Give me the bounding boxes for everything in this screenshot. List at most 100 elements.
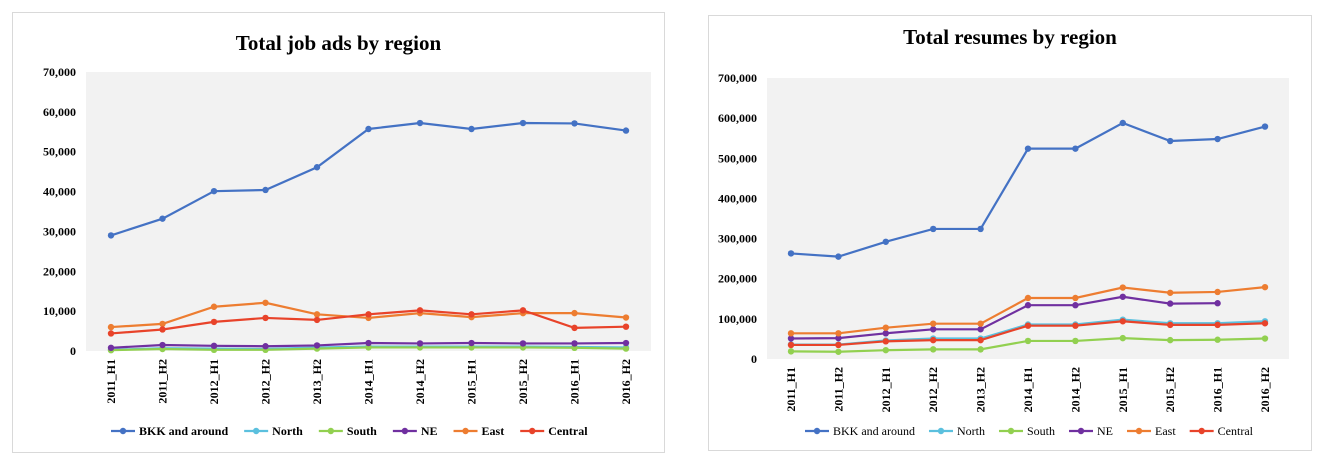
legend-marker <box>813 427 821 435</box>
data-point <box>519 307 527 314</box>
y-tick-label: 30,000 <box>43 224 76 238</box>
data-point <box>930 225 937 233</box>
x-tick-label: 2012_H1 <box>879 367 893 412</box>
data-point <box>1167 321 1174 329</box>
chart-title: Total resumes by region <box>903 25 1117 49</box>
data-point <box>1119 293 1126 300</box>
x-tick-label: 2016_H2 <box>619 359 633 404</box>
x-tick-label: 2011_H2 <box>831 367 845 412</box>
data-point <box>930 326 937 333</box>
data-point <box>1072 302 1079 309</box>
chart-title: Total job ads by region <box>235 31 442 55</box>
data-point <box>210 342 218 350</box>
y-tick-label: 300,000 <box>718 232 757 246</box>
legend-label: BKK and around <box>139 424 228 438</box>
data-point <box>882 338 889 345</box>
data-point <box>1214 336 1221 343</box>
x-tick-label: 2011_H1 <box>104 359 118 404</box>
data-point <box>930 320 937 327</box>
data-point <box>622 314 630 321</box>
data-point <box>313 311 321 318</box>
data-point <box>1261 335 1269 342</box>
plot-area <box>767 78 1289 359</box>
data-point <box>1072 322 1079 329</box>
legend-label: BKK and around <box>833 424 915 438</box>
legend-label: Central <box>1218 424 1254 438</box>
data-point <box>835 341 842 349</box>
data-point <box>571 309 578 317</box>
x-tick-label: 2016_H1 <box>568 359 582 404</box>
y-tick-label: 0 <box>751 352 757 366</box>
data-point <box>571 120 578 127</box>
data-point <box>1024 322 1032 329</box>
x-tick-label: 2015_H2 <box>1163 367 1177 412</box>
resumes-chart: 0 100,000 200,000 300,000 400,000 500,000 600,… <box>718 71 1289 438</box>
data-point <box>1119 318 1126 325</box>
y-tick-label: 40,000 <box>43 185 76 199</box>
data-point <box>519 119 527 127</box>
x-tick-label: 2015_H2 <box>516 359 530 404</box>
y-tick-label: 500,000 <box>718 151 757 165</box>
resumes-chart-panel: Total resumes by region 0 100,000 200,000 3… <box>708 15 1312 451</box>
data-point <box>1214 135 1221 143</box>
legend-marker <box>1135 427 1143 435</box>
legend-label: Central <box>548 424 588 438</box>
data-point <box>313 164 321 171</box>
y-tick-label: 10,000 <box>43 304 76 318</box>
data-point <box>107 232 115 239</box>
y-tick-label: 200,000 <box>718 272 757 286</box>
data-point <box>159 326 166 333</box>
legend-label: North <box>272 424 303 438</box>
data-point <box>571 340 578 347</box>
y-tick-label: 60,000 <box>43 105 76 119</box>
legend-marker <box>119 427 127 435</box>
data-point <box>468 339 475 347</box>
x-tick-label: 2015_H1 <box>1116 367 1130 412</box>
data-point <box>977 346 984 353</box>
data-point <box>930 346 937 353</box>
data-point <box>835 334 842 342</box>
data-point <box>1261 320 1269 327</box>
data-point <box>210 187 218 195</box>
x-tick-label: 2012_H2 <box>926 367 940 412</box>
data-point <box>1261 283 1269 291</box>
legend-label: South <box>347 424 377 438</box>
data-point <box>313 316 321 324</box>
data-point <box>1119 119 1126 127</box>
data-point <box>1119 284 1126 291</box>
data-point <box>622 323 630 330</box>
data-point <box>365 344 372 351</box>
data-point <box>787 348 795 355</box>
data-point <box>1214 300 1221 307</box>
data-point <box>882 238 889 245</box>
data-point <box>468 311 475 318</box>
data-point <box>622 127 630 134</box>
legend-label: East <box>1155 424 1176 438</box>
legend-marker <box>327 427 335 435</box>
data-point <box>262 343 269 350</box>
y-tick-label: 600,000 <box>718 111 757 125</box>
data-point <box>882 346 889 354</box>
x-tick-label: 2013_H2 <box>310 359 324 404</box>
data-point <box>416 340 424 347</box>
x-tick-label: 2015_H1 <box>465 359 479 404</box>
data-point <box>1072 145 1079 152</box>
data-point <box>571 344 578 352</box>
data-point <box>1261 123 1269 130</box>
data-point <box>977 320 984 327</box>
data-point <box>107 330 115 337</box>
legend-marker <box>529 427 536 435</box>
data-point <box>468 344 475 351</box>
x-tick-label: 2014_H1 <box>362 359 376 404</box>
data-point <box>262 314 269 322</box>
data-point <box>1214 321 1221 329</box>
legend-marker <box>937 427 945 435</box>
data-point <box>159 215 166 222</box>
legend-marker <box>401 427 409 435</box>
data-point <box>262 186 269 194</box>
legend-label: South <box>1027 424 1055 438</box>
data-point <box>1167 336 1174 344</box>
data-point <box>365 339 372 347</box>
data-point <box>977 336 984 344</box>
data-point <box>1072 337 1079 345</box>
